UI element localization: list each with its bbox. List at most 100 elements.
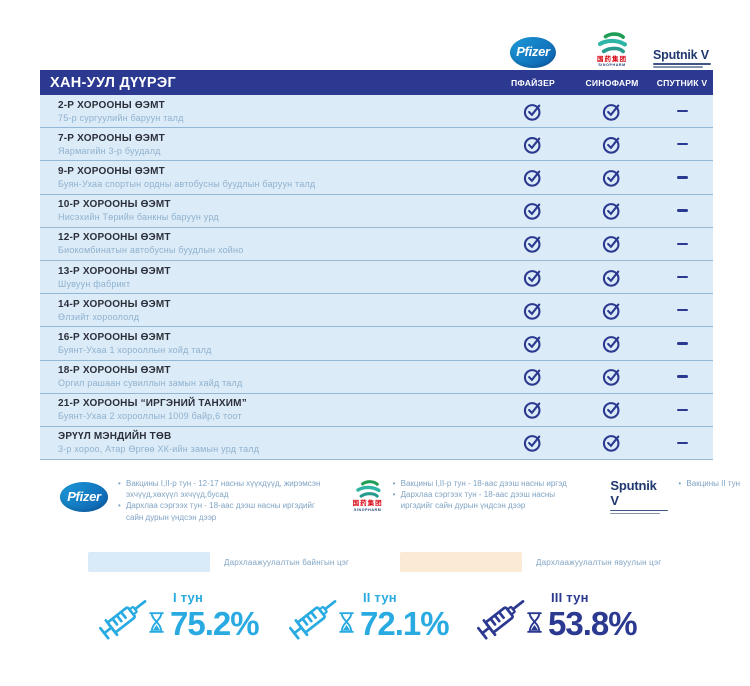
location-address: Буян-Ухаа спортын ордны автобусны буудлы… bbox=[58, 178, 316, 189]
sinopharm-availability bbox=[573, 432, 651, 453]
dash-icon bbox=[676, 375, 688, 378]
dash-icon bbox=[676, 275, 688, 279]
table-row: 10-Р ХОРООНЫ ӨЭМТ Нисэхийн Төрийн банкны… bbox=[40, 194, 713, 228]
check-circle-icon bbox=[523, 435, 541, 453]
table-row: ЭРҮҮЛ МЭНДИЙН ТӨВ 3-р хороо, Атар Өргөө … bbox=[40, 426, 713, 461]
sinopharm-availability bbox=[573, 366, 651, 387]
check-circle-icon bbox=[602, 103, 620, 121]
sputnik-tagline-line bbox=[653, 66, 703, 68]
sinopharm-cn-text: 国药集团 bbox=[597, 55, 627, 63]
pfizer-availability bbox=[493, 134, 573, 155]
sputnik-availability bbox=[651, 408, 713, 411]
dose-label: II тун bbox=[363, 590, 397, 605]
location-name: 16-Р ХОРООНЫ ӨЭМТ bbox=[58, 331, 171, 343]
note-item: Дархлаа сэргээх тун - 18-аас дээш насны … bbox=[118, 500, 325, 522]
pfizer-availability bbox=[493, 432, 573, 453]
dash-icon bbox=[676, 342, 688, 345]
pfizer-availability bbox=[493, 233, 573, 254]
dash-icon bbox=[676, 209, 688, 212]
sinopharm-en-text: SINOPHARM bbox=[598, 63, 626, 68]
column-header-sinopharm: СИНОФАРМ bbox=[585, 77, 639, 88]
location-name: 18-Р ХОРООНЫ ӨЭМТ bbox=[58, 365, 171, 377]
check-circle-icon bbox=[523, 302, 541, 320]
sputnik-tagline-line bbox=[610, 509, 669, 512]
legend-notes: Pfizer Вакцины I,II-р тун - 12-17 насны … bbox=[60, 478, 740, 523]
sinopharm-availability bbox=[573, 233, 651, 254]
mobile-point-legend: Дархлаажуулалтын явуулын цэг bbox=[400, 552, 661, 572]
sputnik-availability bbox=[651, 242, 713, 246]
dash-icon bbox=[676, 309, 688, 312]
table-row: 9-Р ХОРООНЫ ӨЭМТ Буян-Ухаа спортын ордны… bbox=[40, 161, 713, 195]
check-circle-icon bbox=[602, 236, 620, 254]
table-row: 16-Р ХОРООНЫ ӨЭМТ Буянт-Ухаа 1 хорооллын… bbox=[40, 327, 713, 361]
location-address: Буянт-Ухаа 1 хорооллын хойд талд bbox=[58, 344, 212, 355]
pfizer-logo-text: Pfizer bbox=[516, 44, 550, 59]
location-name: 2-Р ХОРООНЫ ӨЭМТ bbox=[58, 99, 165, 111]
pfizer-availability bbox=[493, 167, 573, 188]
dose-stat-3: III тун 53.8% bbox=[474, 588, 638, 646]
sinopharm-notes-list: Вакцины I,II-р тун - 18-аас дээш насны и… bbox=[383, 478, 585, 512]
sinopharm-availability bbox=[573, 267, 651, 288]
location-name: 9-Р ХОРООНЫ ӨЭМТ bbox=[58, 165, 165, 177]
pfizer-availability bbox=[493, 101, 573, 122]
location-address: Өлзийт хороололд bbox=[58, 311, 140, 322]
check-circle-icon bbox=[523, 236, 541, 254]
pfizer-logo: Pfizer bbox=[493, 37, 573, 68]
note-item: Вакцины I,II-р тун - 18-аас дээш насны и… bbox=[393, 478, 585, 489]
sputnik-tagline-line bbox=[653, 63, 711, 65]
sinopharm-availability bbox=[573, 399, 651, 420]
dash-icon bbox=[676, 408, 688, 411]
sputnik-availability bbox=[651, 143, 713, 146]
pfizer-availability bbox=[493, 333, 573, 354]
column-header-pfizer: ПФАЙЗЕР bbox=[511, 77, 555, 88]
check-circle-icon bbox=[602, 369, 620, 386]
location-address: Оргил рашаан сувиллын замын хайд талд bbox=[58, 378, 243, 389]
hourglass-icon bbox=[527, 612, 542, 633]
table-row: 7-Р ХОРООНЫ ӨЭМТ Яармагийн 3-р буудалд bbox=[40, 128, 713, 162]
sputnik-availability bbox=[651, 109, 713, 113]
column-header-sputnik: СПУТНИК V bbox=[656, 77, 708, 88]
pfizer-notes-group: Pfizer Вакцины I,II-р тун - 12-17 насны … bbox=[60, 478, 325, 523]
hourglass-icon bbox=[339, 612, 354, 633]
pfizer-availability bbox=[493, 267, 573, 288]
sputnik-notes-group: Sputnik V Вакцины II тун bbox=[610, 478, 740, 515]
check-circle-icon bbox=[523, 170, 541, 187]
location-name: ЭРҮҮЛ МЭНДИЙН ТӨВ bbox=[58, 431, 172, 443]
check-circle-icon bbox=[523, 269, 541, 287]
check-circle-icon bbox=[602, 170, 620, 187]
table-row: 2-Р ХОРООНЫ ӨЭМТ 75-р сургуулийн баруун … bbox=[40, 95, 713, 129]
sinopharm-availability bbox=[573, 200, 651, 221]
location-name: 10-Р ХОРООНЫ ӨЭМТ bbox=[58, 199, 171, 211]
check-circle-icon bbox=[602, 435, 620, 453]
sputnik-availability bbox=[651, 441, 713, 445]
check-circle-icon bbox=[602, 203, 620, 220]
pfizer-notes-list: Вакцины I,II-р тун - 12-17 насны хүүхдүү… bbox=[108, 478, 325, 523]
sinopharm-waves-icon bbox=[597, 32, 627, 54]
sputnik-notes-list: Вакцины II тун bbox=[668, 478, 740, 489]
location-name: 7-Р ХОРООНЫ ӨЭМТ bbox=[58, 132, 165, 144]
table-row: 12-Р ХОРООНЫ ӨЭМТ Биокомбинатын автобусн… bbox=[40, 227, 713, 261]
permanent-point-legend: Дархлаажуулалтын байнгын цэг bbox=[88, 552, 349, 572]
sputnik-availability bbox=[651, 275, 713, 279]
mobile-point-label: Дархлаажуулалтын явуулын цэг bbox=[536, 557, 662, 567]
dose-stat-2: II тун 72.1% bbox=[286, 588, 450, 646]
location-address: Биокомбинатын автобусны буудлын хойно bbox=[58, 245, 244, 256]
sputnik-tagline-line bbox=[610, 512, 661, 515]
check-circle-icon bbox=[523, 369, 541, 386]
sputnik-logo: Sputnik V bbox=[651, 48, 713, 68]
pfizer-availability bbox=[493, 200, 573, 221]
dash-icon bbox=[676, 176, 688, 179]
check-circle-icon bbox=[523, 203, 541, 220]
check-circle-icon bbox=[523, 402, 541, 419]
dose-percentage: 72.1% bbox=[360, 605, 450, 642]
location-name: 14-Р ХОРООНЫ ӨЭМТ bbox=[58, 298, 171, 310]
sinopharm-availability bbox=[573, 167, 651, 188]
pfizer-logo-icon: Pfizer bbox=[510, 37, 556, 68]
dash-icon bbox=[676, 242, 688, 246]
sputnik-availability bbox=[651, 309, 713, 312]
sputnik-availability bbox=[651, 176, 713, 179]
table-row: 13-Р ХОРООНЫ ӨЭМТ Шувуун фабрикт bbox=[40, 260, 713, 295]
syringe-icon bbox=[289, 600, 337, 640]
vaccine-logos-row: Pfizer 国药集团 SINOPHARM Sputnik V bbox=[40, 20, 713, 68]
